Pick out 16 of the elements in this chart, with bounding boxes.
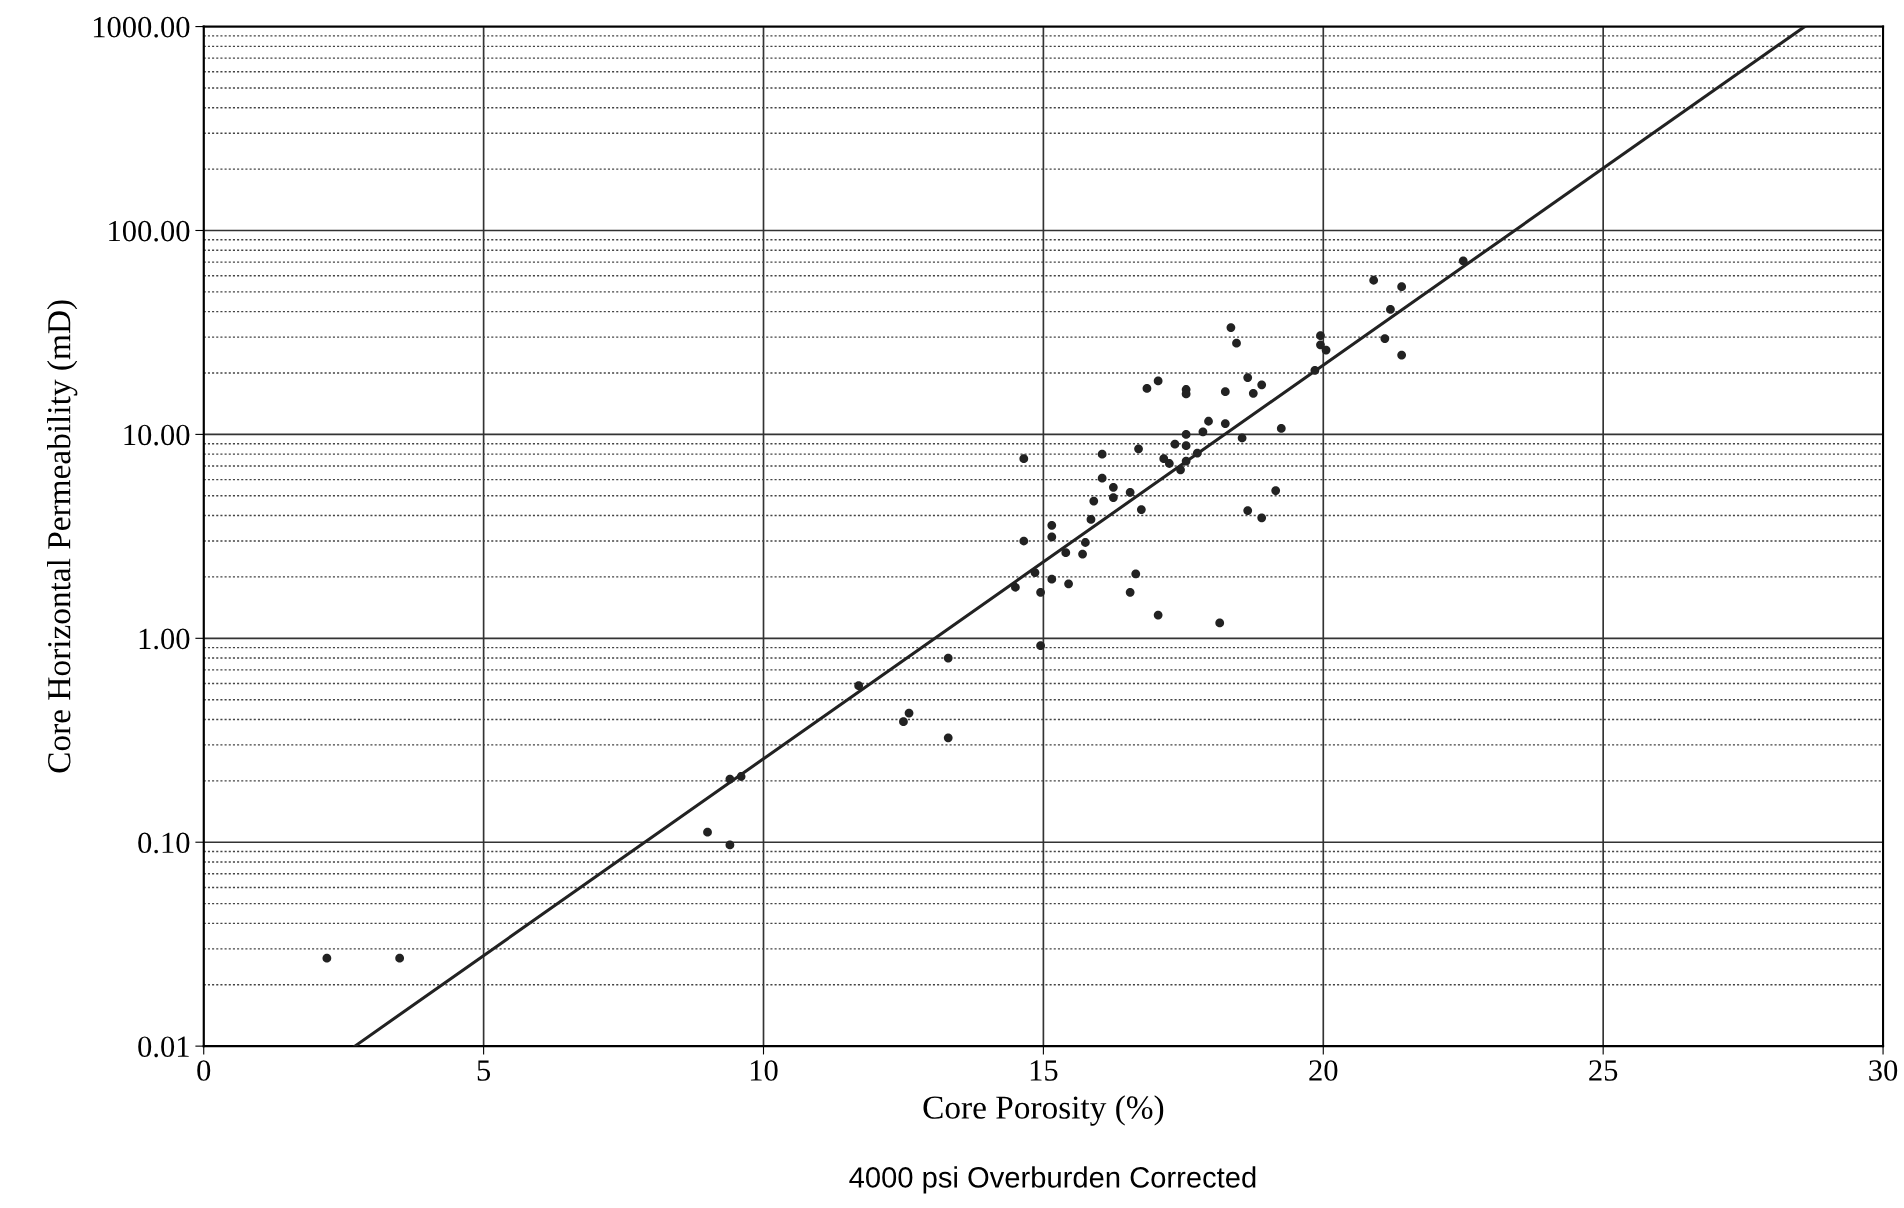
x-tick-label: 25 bbox=[1589, 1060, 1618, 1081]
x-tick-label: 20 bbox=[1309, 1060, 1338, 1081]
x-tick-label: 15 bbox=[1030, 1060, 1058, 1081]
y-tick-label: 10.00 bbox=[124, 424, 190, 446]
y-axis-title: Core Horizontal Permeability (mD) bbox=[47, 300, 78, 773]
x-axis-title: Core Porosity (%) bbox=[923, 1095, 1164, 1126]
y-tick-label: 0.01 bbox=[138, 1036, 189, 1058]
y-tick-label: 1000.00 bbox=[93, 16, 190, 38]
x-tick-label: 0 bbox=[197, 1060, 211, 1081]
y-tick-label: 100.00 bbox=[109, 220, 190, 242]
y-tick-label: 0.10 bbox=[138, 832, 190, 854]
x-tick-label: 30 bbox=[1869, 1060, 1898, 1081]
text: 4000 psi Overburden Corrected bbox=[849, 1166, 1256, 1194]
x-tick-label: 10 bbox=[750, 1060, 778, 1081]
y-tick-label: 1.00 bbox=[139, 628, 190, 650]
x-tick-label: 5 bbox=[477, 1060, 491, 1081]
